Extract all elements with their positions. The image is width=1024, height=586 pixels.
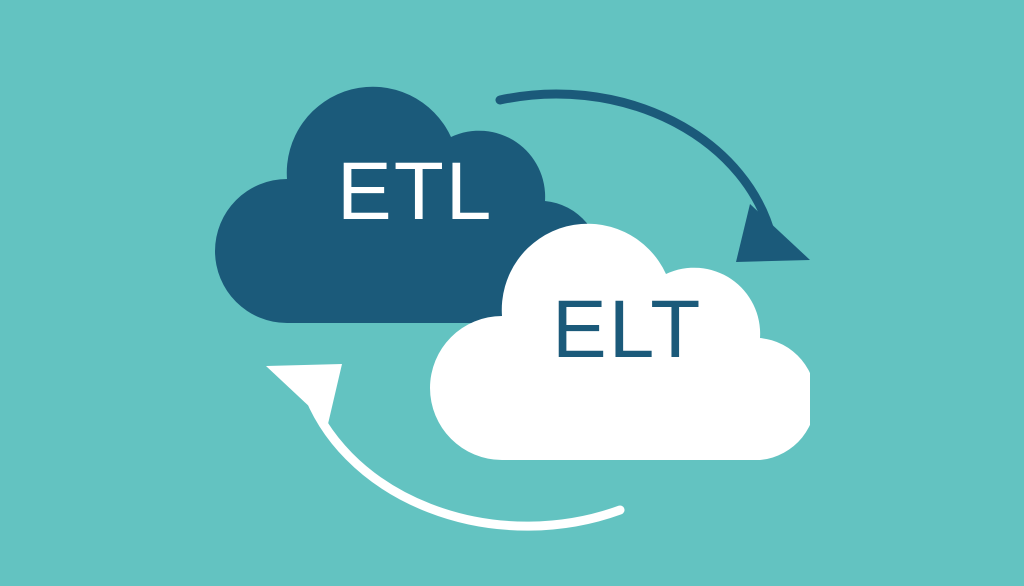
- cloud-etl-label: ETL: [337, 145, 493, 239]
- arrow-bottom-head-icon: [266, 364, 342, 424]
- cloud-elt-label: ELT: [552, 283, 702, 377]
- diagram-canvas: ETL ELT: [0, 0, 1024, 586]
